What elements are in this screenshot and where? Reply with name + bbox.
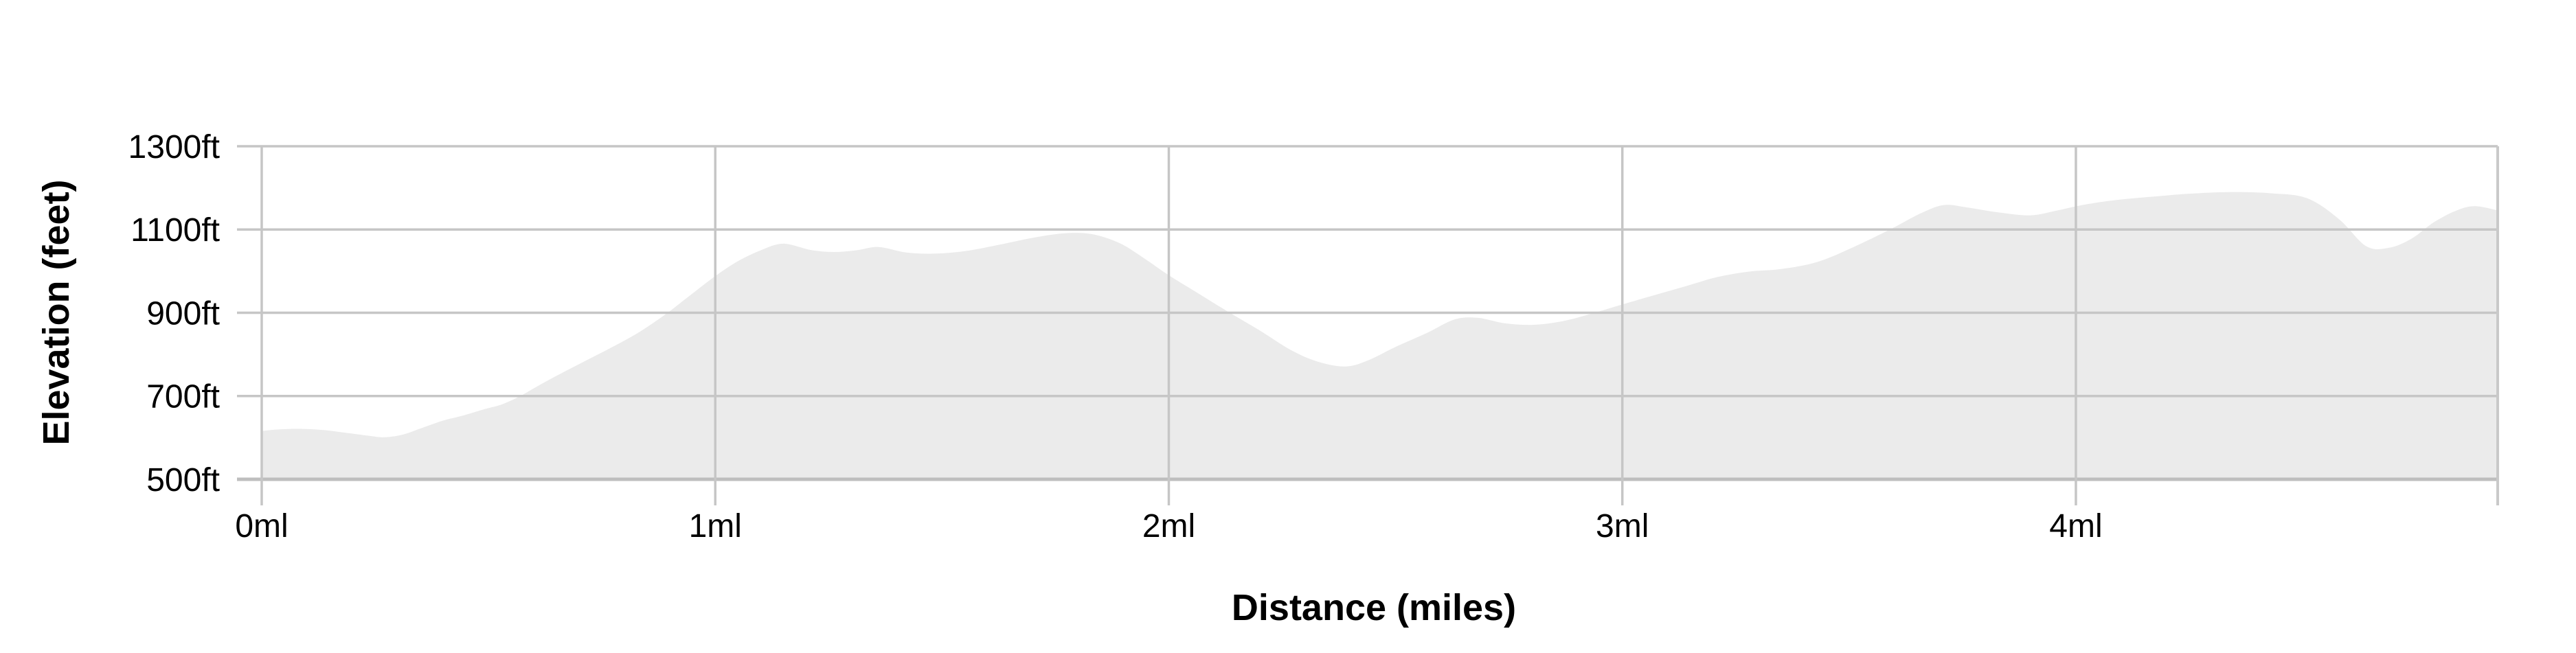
x-tick-label-1ml: 1ml <box>689 508 742 545</box>
x-axis-title: Distance (miles) <box>1232 587 1516 628</box>
gridlines-group <box>237 145 2499 505</box>
x-axis-tick-labels: 0ml 1ml 2ml 3ml 4ml <box>235 508 2102 545</box>
x-tick-label-2ml: 2ml <box>1142 508 1195 545</box>
y-tick-label-700ft: 700ft <box>146 379 220 415</box>
y-axis-title: Elevation (feet) <box>36 179 77 445</box>
y-axis-tick-labels: 500ft 700ft 900ft 1100ft 1300ft <box>128 129 220 499</box>
x-tick-label-3ml: 3ml <box>1596 508 1649 545</box>
x-tick-label-4ml: 4ml <box>2049 508 2102 545</box>
y-tick-label-1100ft: 1100ft <box>131 212 220 249</box>
x-tick-label-0ml: 0ml <box>235 508 288 545</box>
elevation-area <box>262 192 2498 479</box>
y-tick-label-900ft: 900ft <box>146 295 220 332</box>
y-tick-label-1300ft: 1300ft <box>128 129 220 165</box>
y-tick-label-500ft: 500ft <box>146 462 220 499</box>
elevation-area-group <box>262 192 2498 479</box>
